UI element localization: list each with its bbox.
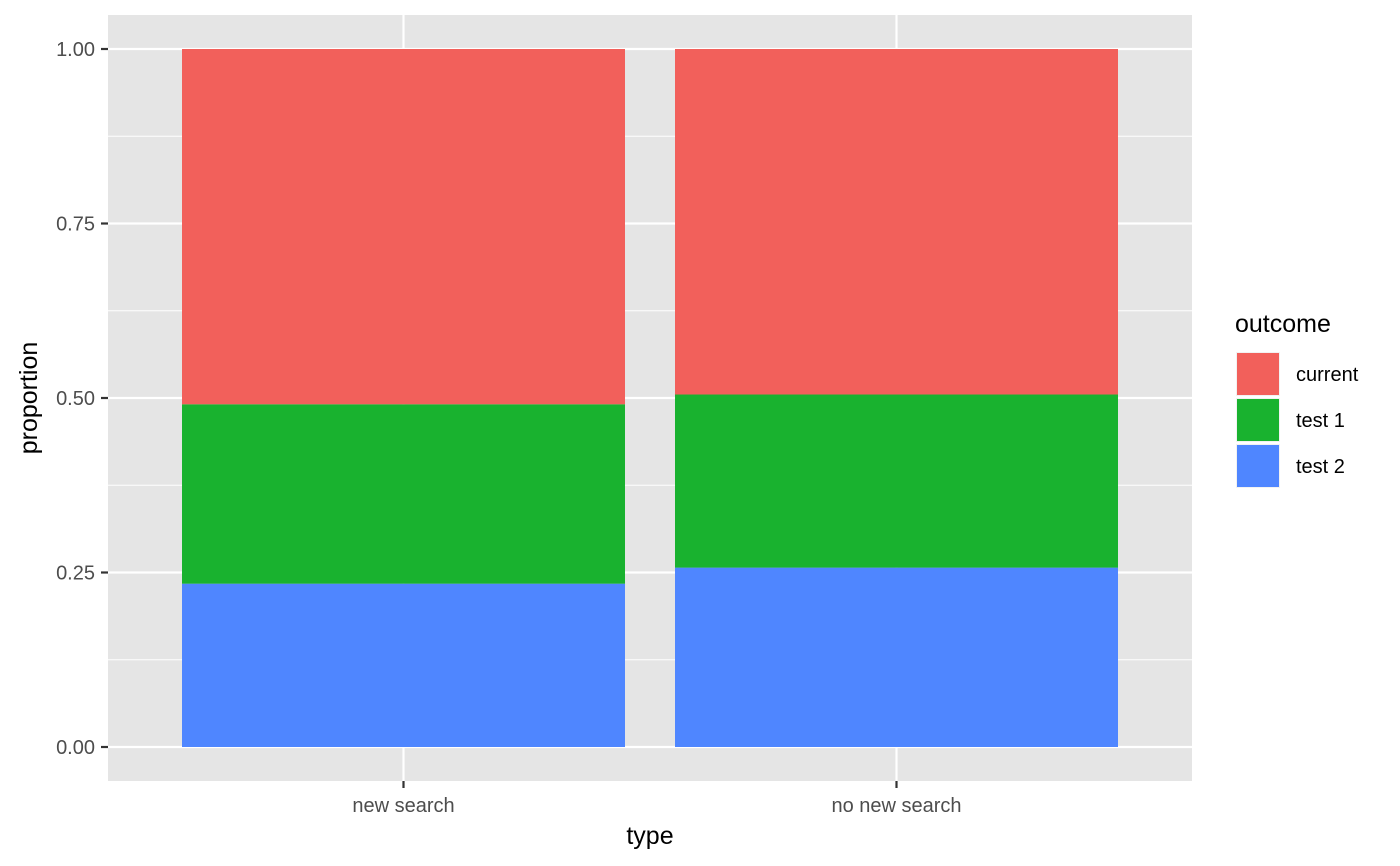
bar-segment-test-2-no-new-search (675, 567, 1118, 747)
bar-segment-test-1-new-search (182, 404, 625, 584)
bars (182, 49, 1118, 747)
y-axis-title: proportion (15, 342, 43, 455)
legend-swatch-current (1237, 353, 1279, 395)
x-tick-label: no new search (831, 795, 961, 817)
legend: outcome current test 1 test 2 (1235, 310, 1359, 488)
bar-segment-current-no-new-search (675, 49, 1118, 395)
y-tick-label: 0.25 (56, 563, 95, 585)
bar-segment-current-new-search (182, 49, 625, 405)
axes: 0.00 0.25 0.50 0.75 1.00 new search no new sea… (56, 39, 961, 817)
y-tick-label: 0.75 (56, 214, 95, 236)
y-tick-label: 1.00 (56, 39, 95, 61)
legend-swatch-test-2 (1237, 445, 1279, 487)
x-tick-label: new search (352, 795, 454, 817)
y-tick-label: 0.00 (56, 737, 95, 759)
bar-segment-test-1-no-new-search (675, 394, 1118, 568)
x-axis-title: type (626, 822, 673, 850)
legend-label: current (1296, 364, 1359, 386)
legend-title: outcome (1235, 310, 1331, 338)
legend-label: test 2 (1296, 456, 1345, 478)
bar-segment-test-2-new-search (182, 583, 625, 747)
y-tick-label: 0.50 (56, 388, 95, 410)
legend-swatch-test-1 (1237, 399, 1279, 441)
legend-label: test 1 (1296, 410, 1345, 432)
